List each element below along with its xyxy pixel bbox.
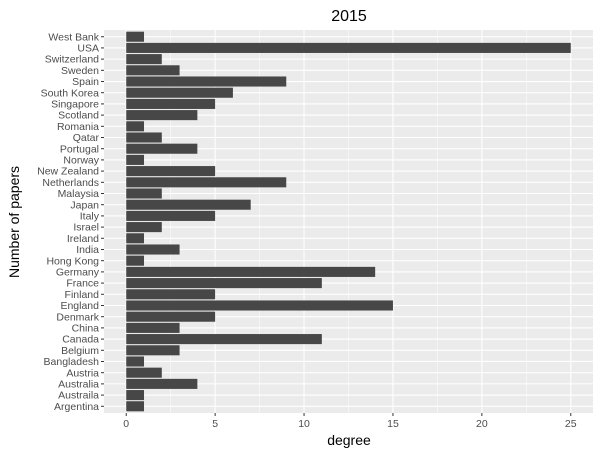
bar: [126, 42, 571, 53]
chart-title: 2015: [331, 8, 367, 25]
y-tick-label: Romania: [57, 121, 99, 133]
bar: [126, 356, 145, 367]
y-tick-label: Qatar: [73, 132, 100, 144]
bar: [126, 121, 145, 132]
y-tick-label: Denmark: [56, 311, 99, 323]
bar: [126, 166, 216, 177]
y-tick-label: Scotland: [58, 110, 99, 122]
bar: [126, 289, 216, 300]
bar: [126, 110, 198, 121]
bar: [126, 345, 180, 356]
y-axis-title: Number of papers: [6, 166, 22, 278]
bar: [126, 322, 180, 333]
y-tick-label: Finland: [65, 289, 100, 301]
y-tick-label: England: [60, 300, 99, 312]
y-tick-label: Argentina: [54, 401, 99, 413]
y-tick-label: Norway: [63, 155, 99, 167]
y-tick-label: South Korea: [41, 87, 100, 99]
y-tick-label: USA: [77, 43, 99, 55]
bar: [126, 300, 393, 311]
bar: [126, 54, 162, 65]
bars: [126, 31, 571, 412]
y-tick-label: India: [76, 244, 99, 256]
y-tick-label: Canada: [62, 334, 99, 346]
y-tick-label: Belgium: [61, 345, 99, 357]
x-tick-label: 15: [387, 418, 399, 430]
bar: [126, 177, 287, 188]
x-axis-title: degree: [327, 432, 371, 448]
bar: [126, 266, 376, 277]
bar: [126, 255, 145, 266]
bar: [126, 76, 287, 87]
bar: [126, 188, 162, 199]
y-tick-label: Australia: [58, 378, 99, 390]
bar: [126, 98, 216, 109]
y-axis-ticks: West BankUSASwitzerlandSwedenSpainSouth …: [37, 31, 104, 413]
grid-lines: [104, 30, 593, 413]
y-tick-label: Ireland: [67, 233, 99, 245]
bar: [126, 65, 180, 76]
y-tick-label: Portugal: [60, 143, 99, 155]
y-tick-label: Singapore: [51, 99, 99, 111]
y-tick-label: Spain: [72, 76, 99, 88]
bar: [126, 143, 198, 154]
y-tick-label: West Bank: [48, 31, 99, 43]
bar: [126, 199, 251, 210]
y-tick-label: Bangladesh: [44, 356, 100, 368]
x-tick-label: 25: [565, 418, 577, 430]
x-tick-label: 20: [476, 418, 488, 430]
bar: [126, 401, 145, 412]
bar: [126, 244, 180, 255]
bar: [126, 222, 162, 233]
y-tick-label: Italy: [80, 211, 100, 223]
y-tick-label: Austraila: [58, 390, 99, 402]
bar: [126, 367, 162, 378]
y-tick-label: China: [72, 322, 100, 334]
bar: [126, 390, 145, 401]
bar: [126, 311, 216, 322]
y-tick-label: New Zealand: [37, 166, 99, 178]
bar: [126, 378, 198, 389]
x-tick-label: 5: [212, 418, 218, 430]
bar: [126, 132, 162, 143]
bar: [126, 154, 145, 165]
bar: [126, 210, 216, 221]
y-tick-label: Malaysia: [58, 188, 100, 200]
y-tick-label: Austria: [66, 367, 99, 379]
y-tick-label: Japan: [70, 199, 99, 211]
y-tick-label: Israel: [73, 222, 99, 234]
bar: [126, 278, 322, 289]
y-tick-label: Hong Kong: [46, 255, 99, 267]
x-axis-ticks: 0 5 10 15 20 25: [123, 413, 577, 430]
x-tick-label: 0: [123, 418, 129, 430]
y-tick-label: Sweden: [61, 65, 99, 77]
y-tick-label: Switzerland: [45, 54, 99, 66]
x-tick-label: 10: [298, 418, 310, 430]
bar: [126, 31, 145, 42]
y-tick-label: Germany: [56, 266, 100, 278]
bar: [126, 87, 233, 98]
y-tick-label: Netherlands: [42, 177, 99, 189]
y-tick-label: France: [66, 278, 99, 290]
bar: [126, 334, 322, 345]
bar: [126, 233, 145, 244]
